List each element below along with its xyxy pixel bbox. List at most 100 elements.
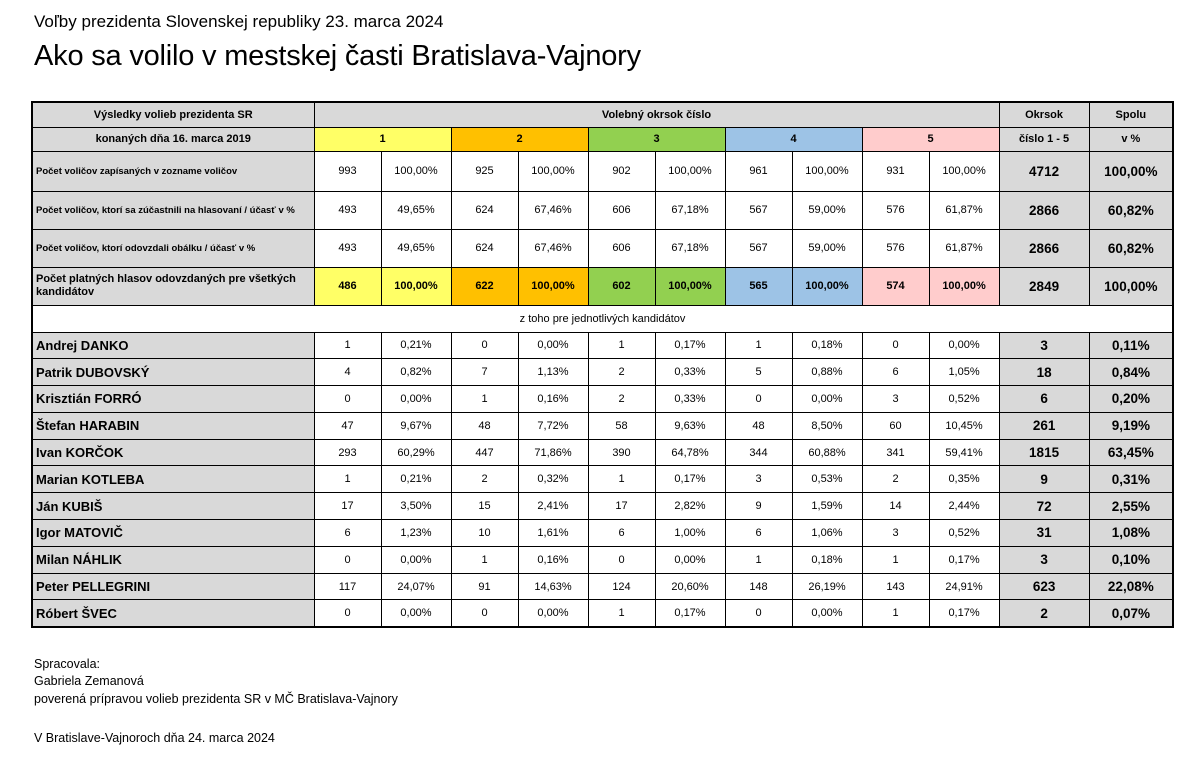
candidate-cell: 1,06% bbox=[791, 519, 863, 547]
summary-cell: 565 bbox=[724, 266, 793, 306]
candidate-row: Ján KUBIŠ 17 3,50% 15 2,41% 17 2,82% 9 1,59% 14 2,… bbox=[31, 492, 1174, 521]
footer-role: poverená prípravou volieb prezidenta SR … bbox=[34, 692, 398, 706]
summary-cell: 576 bbox=[861, 228, 930, 268]
summary-cell: 567 bbox=[724, 228, 793, 268]
candidate-cell: 0,16% bbox=[517, 385, 589, 413]
candidate-cell: 2 bbox=[450, 465, 519, 494]
summary-cell: 67,46% bbox=[517, 228, 589, 268]
candidate-cell: 2,41% bbox=[517, 492, 589, 521]
summary-row-label: Počet platných hlasov odovzdaných pre vš… bbox=[31, 266, 315, 306]
candidate-cell: 3 bbox=[861, 519, 930, 547]
summary-cell: 624 bbox=[450, 190, 519, 230]
candidate-cell: 5 bbox=[724, 358, 793, 387]
candidate-cell: 0,17% bbox=[928, 545, 1000, 574]
candidate-percent-cell: 0,11% bbox=[1088, 331, 1174, 360]
summary-cell: 100,00% bbox=[517, 150, 589, 192]
candidate-name: Igor MATOVIČ bbox=[31, 519, 315, 547]
candidate-total-cell: 72 bbox=[998, 492, 1090, 521]
summary-cell: 100,00% bbox=[928, 266, 1000, 306]
candidate-cell: 0,17% bbox=[928, 599, 1000, 628]
summary-cell: 100,00% bbox=[380, 150, 452, 192]
candidate-cell: 390 bbox=[587, 438, 656, 467]
candidate-total-cell: 261 bbox=[998, 411, 1090, 440]
results-table: Výsledky volieb prezidenta SR Volebný ok… bbox=[31, 101, 1175, 628]
summary-total-cell: 2866 bbox=[998, 190, 1090, 230]
summary-total-cell: 4712 bbox=[998, 150, 1090, 192]
spolu-header-line1: Spolu bbox=[1088, 101, 1174, 128]
candidate-cell: 1 bbox=[861, 545, 930, 574]
candidate-cell: 20,60% bbox=[654, 572, 726, 601]
separator-row: z toho pre jednotlivých kandidátov bbox=[31, 304, 1174, 333]
summary-cell: 493 bbox=[313, 190, 382, 230]
candidate-cell: 0,16% bbox=[517, 545, 589, 574]
summary-cell: 49,65% bbox=[380, 228, 452, 268]
summary-cell: 100,00% bbox=[928, 150, 1000, 192]
candidate-cell: 447 bbox=[450, 438, 519, 467]
summary-cell: 59,00% bbox=[791, 190, 863, 230]
candidate-cell: 17 bbox=[587, 492, 656, 521]
candidate-name: Štefan HARABIN bbox=[31, 411, 315, 440]
corner-header-line1: Výsledky volieb prezidenta SR bbox=[31, 101, 315, 128]
candidate-percent-cell: 0,10% bbox=[1088, 545, 1174, 574]
summary-cell: 624 bbox=[450, 228, 519, 268]
candidate-name: Róbert ŠVEC bbox=[31, 599, 315, 628]
summary-cell: 606 bbox=[587, 190, 656, 230]
separator-text: z toho pre jednotlivých kandidátov bbox=[31, 304, 1174, 333]
candidate-cell: 2 bbox=[587, 385, 656, 413]
candidate-cell: 8,50% bbox=[791, 411, 863, 440]
candidate-cell: 0 bbox=[861, 331, 930, 360]
candidate-cell: 0,33% bbox=[654, 358, 726, 387]
summary-percent-cell: 60,82% bbox=[1088, 190, 1174, 230]
summary-cell: 902 bbox=[587, 150, 656, 192]
summary-cell: 100,00% bbox=[654, 150, 726, 192]
summary-row: Počet voličov, ktorí odovzdali obálku / … bbox=[31, 228, 1174, 268]
candidate-cell: 71,86% bbox=[517, 438, 589, 467]
district-3-header: 3 bbox=[587, 126, 726, 152]
candidate-cell: 6 bbox=[313, 519, 382, 547]
candidate-total-cell: 3 bbox=[998, 331, 1090, 360]
candidate-row: Marian KOTLEBA 1 0,21% 2 0,32% 1 0,17% 3 0,53% 2 0… bbox=[31, 465, 1174, 494]
candidate-cell: 0,00% bbox=[380, 545, 452, 574]
summary-cell: 49,65% bbox=[380, 190, 452, 230]
candidate-cell: 344 bbox=[724, 438, 793, 467]
candidate-cell: 9,63% bbox=[654, 411, 726, 440]
candidate-row: Róbert ŠVEC 0 0,00% 0 0,00% 1 0,17% 0 0,00% 1 0,17… bbox=[31, 599, 1174, 628]
candidate-cell: 2,82% bbox=[654, 492, 726, 521]
candidate-cell: 0 bbox=[450, 599, 519, 628]
candidate-cell: 0,52% bbox=[928, 385, 1000, 413]
spolu-header-line2: v % bbox=[1088, 126, 1174, 152]
summary-row: Počet voličov zapísaných v zozname volič… bbox=[31, 150, 1174, 192]
candidate-cell: 0,88% bbox=[791, 358, 863, 387]
candidate-row: Igor MATOVIČ 6 1,23% 10 1,61% 6 1,00% 6 1,06% 3 0,… bbox=[31, 519, 1174, 547]
candidate-cell: 14 bbox=[861, 492, 930, 521]
candidate-cell: 24,07% bbox=[380, 572, 452, 601]
candidate-cell: 6 bbox=[587, 519, 656, 547]
candidate-cell: 60 bbox=[861, 411, 930, 440]
candidate-cell: 1,13% bbox=[517, 358, 589, 387]
candidate-cell: 0,18% bbox=[791, 331, 863, 360]
district-5-header: 5 bbox=[861, 126, 1000, 152]
candidate-total-cell: 2 bbox=[998, 599, 1090, 628]
candidate-cell: 341 bbox=[861, 438, 930, 467]
candidate-percent-cell: 22,08% bbox=[1088, 572, 1174, 601]
candidate-cell: 148 bbox=[724, 572, 793, 601]
candidate-total-cell: 1815 bbox=[998, 438, 1090, 467]
summary-cell: 622 bbox=[450, 266, 519, 306]
document-title: Ako sa volilo v mestskej časti Bratislav… bbox=[34, 40, 641, 72]
candidate-cell: 0,00% bbox=[654, 545, 726, 574]
summary-row-label: Počet voličov, ktorí sa zúčastnili na hl… bbox=[31, 190, 315, 230]
candidate-cell: 2 bbox=[861, 465, 930, 494]
summary-row-label: Počet voličov, ktorí odovzdali obálku / … bbox=[31, 228, 315, 268]
candidate-cell: 0,21% bbox=[380, 465, 452, 494]
candidate-row: Štefan HARABIN 47 9,67% 48 7,72% 58 9,63% 48 8,5… bbox=[31, 411, 1174, 440]
candidate-cell: 143 bbox=[861, 572, 930, 601]
candidate-cell: 0,00% bbox=[791, 385, 863, 413]
summary-cell: 67,18% bbox=[654, 190, 726, 230]
candidate-name: Ján KUBIŠ bbox=[31, 492, 315, 521]
candidate-cell: 1,61% bbox=[517, 519, 589, 547]
summary-row-label: Počet voličov zapísaných v zozname volič… bbox=[31, 150, 315, 192]
summary-percent-cell: 100,00% bbox=[1088, 150, 1174, 192]
candidate-cell: 0,52% bbox=[928, 519, 1000, 547]
candidate-cell: 7 bbox=[450, 358, 519, 387]
candidate-cell: 1 bbox=[450, 545, 519, 574]
